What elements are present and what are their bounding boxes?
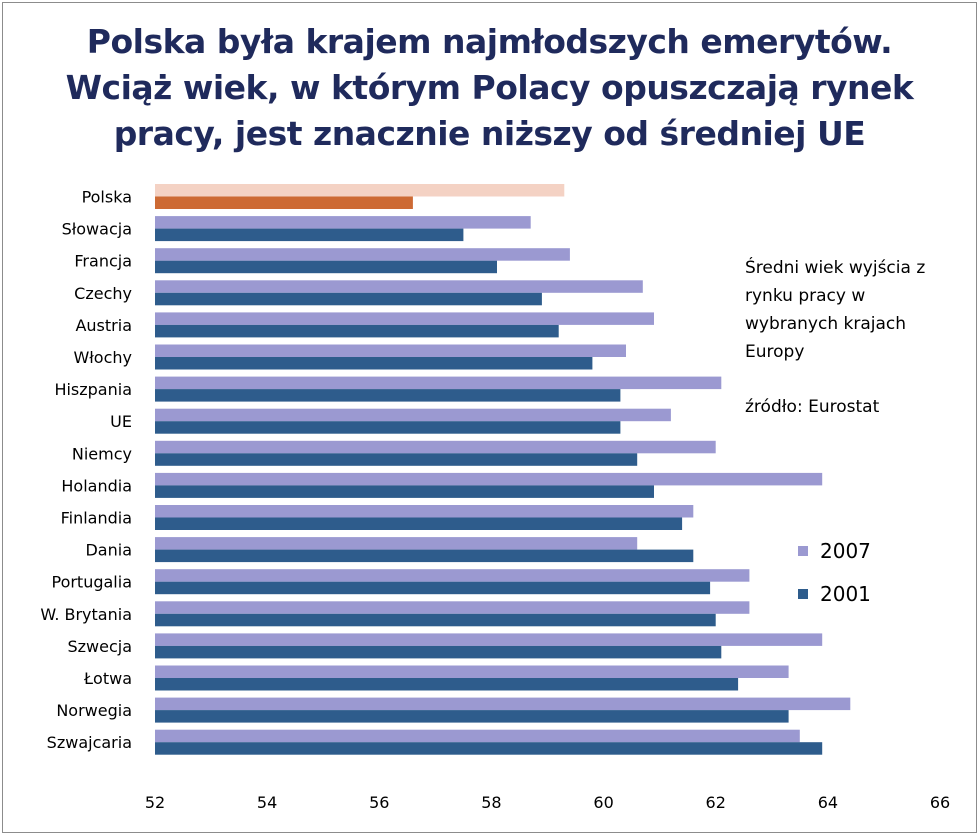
- bar-2007-6: [155, 376, 722, 390]
- category-label-17: Szwajcaria: [47, 733, 132, 752]
- bar-2001-1: [155, 228, 464, 242]
- bar-2007-8: [155, 440, 716, 454]
- legend-swatch-2007: [798, 546, 808, 556]
- bar-2001-8: [155, 453, 638, 466]
- x-tick-label-0: 52: [145, 793, 165, 812]
- bar-2001-11: [155, 549, 694, 563]
- chart-note-line-4: Europy: [745, 342, 805, 362]
- bar-2001-16: [155, 710, 789, 723]
- chart-title-line-2: Wciąż wiek, w którym Polacy opuszczają r…: [65, 68, 914, 107]
- bar-2001-4: [155, 324, 559, 338]
- legend-swatch-2001: [798, 589, 808, 599]
- category-label-12: Portugalia: [51, 573, 132, 592]
- category-label-1: Słowacja: [62, 220, 132, 239]
- bar-2007-16: [155, 697, 851, 711]
- bar-2007-0: [155, 184, 565, 197]
- category-label-14: Szwecja: [67, 637, 132, 656]
- x-tick-label-6: 64: [818, 793, 838, 812]
- category-label-15: Łotwa: [83, 669, 132, 688]
- bar-2001-14: [155, 645, 722, 659]
- bar-2007-17: [155, 729, 800, 743]
- category-label-11: Dania: [85, 541, 132, 560]
- category-label-8: Niemcy: [72, 444, 132, 463]
- category-label-10: Finlandia: [61, 509, 132, 528]
- chart-note-line-1: Średni wiek wyjścia z: [745, 258, 926, 278]
- bar-2007-1: [155, 216, 531, 229]
- bar-2007-10: [155, 505, 694, 518]
- bar-2007-3: [155, 280, 643, 293]
- bar-2001-2: [155, 260, 497, 274]
- bar-2001-7: [155, 421, 621, 434]
- legend-label-2001: 2001: [820, 582, 871, 606]
- x-tick-label-5: 62: [706, 793, 726, 812]
- bar-2001-5: [155, 357, 593, 370]
- bar-2001-10: [155, 517, 683, 530]
- bar-2001-13: [155, 613, 716, 627]
- bar-2001-6: [155, 389, 621, 402]
- bar-2001-15: [155, 678, 739, 691]
- category-label-2: Francja: [74, 252, 132, 271]
- bar-2007-12: [155, 569, 750, 582]
- bar-2007-4: [155, 312, 654, 325]
- category-label-0: Polska: [82, 188, 132, 207]
- bar-2007-14: [155, 633, 823, 646]
- x-tick-label-4: 60: [593, 793, 613, 812]
- bar-2001-17: [155, 742, 823, 755]
- x-tick-label-3: 58: [481, 793, 501, 812]
- bar-2001-12: [155, 581, 711, 595]
- bar-2007-15: [155, 665, 789, 678]
- category-label-5: Włochy: [73, 348, 132, 367]
- category-label-7: UE: [110, 412, 132, 431]
- bar-2007-5: [155, 344, 626, 357]
- category-label-6: Hiszpania: [54, 380, 132, 399]
- chart-title-line-1: Polska była krajem najmłodszych emerytów…: [86, 22, 893, 61]
- x-tick-label-2: 56: [369, 793, 389, 812]
- chart-note-line-2: rynku pracy w: [745, 286, 866, 306]
- source-note: źródło: Eurostat: [745, 397, 880, 417]
- category-label-16: Norwegia: [56, 701, 132, 720]
- bar-2001-3: [155, 292, 542, 306]
- chart-title-line-3: pracy, jest znacznie niższy od średniej …: [113, 114, 866, 153]
- category-label-13: W. Brytania: [40, 605, 132, 624]
- category-label-3: Czechy: [74, 284, 132, 303]
- bar-2001-9: [155, 485, 654, 498]
- bar-2007-11: [155, 537, 638, 550]
- bar-2007-7: [155, 408, 671, 422]
- chart-note-line-3: wybranych krajach: [745, 314, 907, 334]
- bar-2007-2: [155, 248, 570, 261]
- bar-2001-0: [155, 196, 413, 209]
- x-tick-label-7: 66: [930, 793, 950, 812]
- bar-2007-13: [155, 601, 750, 614]
- category-label-9: Holandia: [61, 476, 132, 495]
- category-label-4: Austria: [75, 316, 132, 335]
- x-tick-label-1: 54: [257, 793, 277, 812]
- bar-2007-9: [155, 472, 823, 486]
- legend-label-2007: 2007: [820, 539, 871, 563]
